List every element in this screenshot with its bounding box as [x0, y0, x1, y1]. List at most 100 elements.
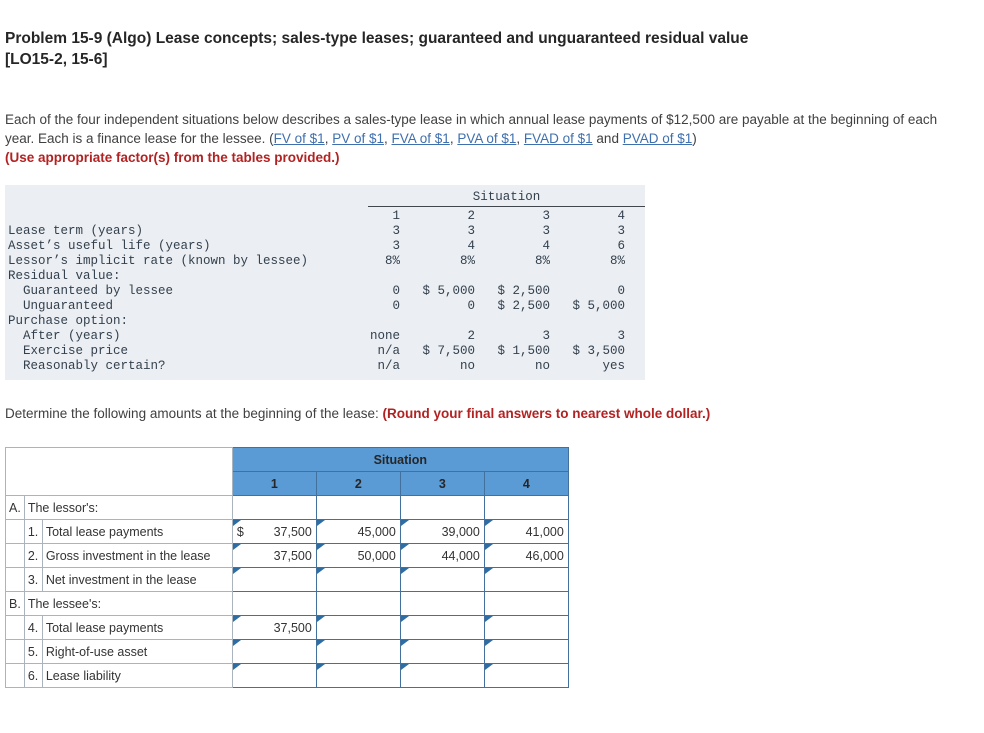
answer-cell[interactable]: [399, 663, 485, 688]
facts-col-header-4: 4: [617, 209, 625, 223]
facts-row-label: After (years): [23, 329, 121, 343]
answer-cell[interactable]: 46,000: [483, 543, 569, 568]
row-label: Total lease payments: [41, 615, 233, 640]
answer-cell[interactable]: [483, 663, 569, 688]
facts-row-label: Unguaranteed: [23, 299, 114, 313]
intro-paragraph: Each of the four independent situations …: [5, 110, 943, 167]
answer-cell[interactable]: [399, 639, 485, 664]
answer-cell[interactable]: [483, 615, 569, 640]
answer-cell[interactable]: 39,000: [399, 519, 485, 544]
section-letter: B.: [5, 591, 25, 616]
facts-cell: 0: [392, 299, 400, 313]
facts-cell: $ 2,500: [497, 299, 550, 313]
facts-cell: 3: [392, 239, 400, 253]
grid-cell: [315, 495, 401, 520]
facts-row: Reasonably certain? n/a no no yes: [5, 359, 645, 374]
answer-cell[interactable]: [231, 663, 317, 688]
title-lo-codes: [LO15-2, 15-6]: [5, 51, 108, 68]
facts-situation-header: Situation: [368, 190, 645, 207]
factor-table-link[interactable]: PV of $1: [332, 131, 384, 146]
grid-cell: [231, 495, 317, 520]
section-row: A. The lessor's:: [5, 495, 569, 520]
answer-cell[interactable]: 37,500: [231, 615, 317, 640]
factor-table-link[interactable]: FVA of $1: [391, 131, 450, 146]
answer-col-header-2: 2: [315, 471, 401, 496]
problem-page: Problem 15-9 (Algo) Lease concepts; sale…: [5, 28, 964, 688]
facts-row: Purchase option:: [5, 314, 645, 329]
grid-cell: [399, 591, 485, 616]
answer-value: 39,000: [441, 524, 480, 539]
answer-cell[interactable]: 37,500: [231, 543, 317, 568]
answer-cell[interactable]: 41,000: [483, 519, 569, 544]
facts-cell: no: [534, 359, 550, 373]
facts-cell: n/a: [377, 344, 400, 358]
facts-cell: no: [459, 359, 475, 373]
facts-cell: 0: [467, 299, 475, 313]
facts-col-header-spacer: [5, 209, 345, 224]
facts-cell: [420, 269, 495, 284]
row-number: 5.: [23, 639, 43, 664]
answer-value: 41,000: [525, 524, 564, 539]
factor-note: (Use appropriate factor(s) from the tabl…: [5, 150, 340, 165]
answer-cell[interactable]: 50,000: [315, 543, 401, 568]
facts-row-label: Lease term (years): [8, 224, 144, 238]
facts-cell: [495, 314, 570, 329]
answer-cell[interactable]: [315, 615, 401, 640]
facts-row: Asset’s useful life (years) 3 4 4 6: [5, 239, 645, 254]
facts-cell: 3: [467, 224, 475, 238]
answer-cell[interactable]: [315, 639, 401, 664]
answer-cell[interactable]: [399, 615, 485, 640]
intro-text: Each of the four independent situations …: [5, 112, 938, 146]
answer-cell[interactable]: [483, 639, 569, 664]
answer-value: 44,000: [441, 548, 480, 563]
section-row: B. The lessee's:: [5, 591, 569, 616]
answer-cell[interactable]: $37,500: [231, 519, 317, 544]
intro-text: ,: [324, 131, 333, 146]
answer-cell[interactable]: [483, 567, 569, 592]
facts-row: Residual value:: [5, 269, 645, 284]
facts-row: Lease term (years) 3 3 3 3: [5, 224, 645, 239]
factor-table-link[interactable]: PVAD of $1: [622, 131, 693, 146]
facts-cell: 0: [392, 284, 400, 298]
answer-row: 3. Net investment in the lease: [5, 567, 569, 592]
facts-cell: $ 7,500: [422, 344, 475, 358]
facts-cell: 8%: [534, 254, 550, 268]
row-letter-spacer: [5, 663, 25, 688]
answer-row: 1. Total lease payments $37,500 45,000 39,00…: [5, 519, 569, 544]
facts-row-label: Asset’s useful life (years): [8, 239, 211, 253]
factor-table-link[interactable]: PVA of $1: [457, 131, 517, 146]
answer-value: 45,000: [357, 524, 396, 539]
facts-cell: none: [369, 329, 400, 343]
answer-cell[interactable]: [315, 663, 401, 688]
row-number: 4.: [23, 615, 43, 640]
facts-col-headers: 1 2 3 4: [5, 209, 645, 224]
facts-cell: yes: [602, 359, 625, 373]
answer-table: Situation 1 2 3 4 A. The lessor's: 1. Total…: [5, 447, 569, 688]
answer-cell[interactable]: [231, 639, 317, 664]
answer-col-header-3: 3: [399, 471, 485, 496]
answer-cell[interactable]: [231, 567, 317, 592]
facts-row-label: Guaranteed by lessee: [23, 284, 174, 298]
row-letter-spacer: [5, 639, 25, 664]
currency-prefix: $: [236, 524, 244, 539]
factor-table-link[interactable]: FVAD of $1: [523, 131, 593, 146]
answer-cell[interactable]: [315, 567, 401, 592]
page-title: Problem 15-9 (Algo) Lease concepts; sale…: [5, 28, 964, 70]
factor-table-link[interactable]: FV of $1: [273, 131, 325, 146]
answer-row: 5. Right-of-use asset: [5, 639, 569, 664]
determine-text: Determine the following amounts at the b…: [5, 406, 383, 421]
facts-row-label: Residual value:: [8, 269, 121, 283]
answer-cell[interactable]: [399, 567, 485, 592]
facts-col-header-3: 3: [542, 209, 550, 223]
facts-cell: 3: [542, 329, 550, 343]
row-letter-spacer: [5, 543, 25, 568]
answer-cell[interactable]: 44,000: [399, 543, 485, 568]
row-letter-spacer: [5, 615, 25, 640]
facts-row: Exercise price n/a $ 7,500 $ 1,500 $ 3,500: [5, 344, 645, 359]
answer-cell[interactable]: 45,000: [315, 519, 401, 544]
facts-cell: 2: [467, 329, 475, 343]
row-label: Net investment in the lease: [41, 567, 233, 592]
row-label: Lease liability: [41, 663, 233, 688]
facts-cell: 3: [392, 224, 400, 238]
answer-situation-row: Situation: [5, 447, 569, 496]
